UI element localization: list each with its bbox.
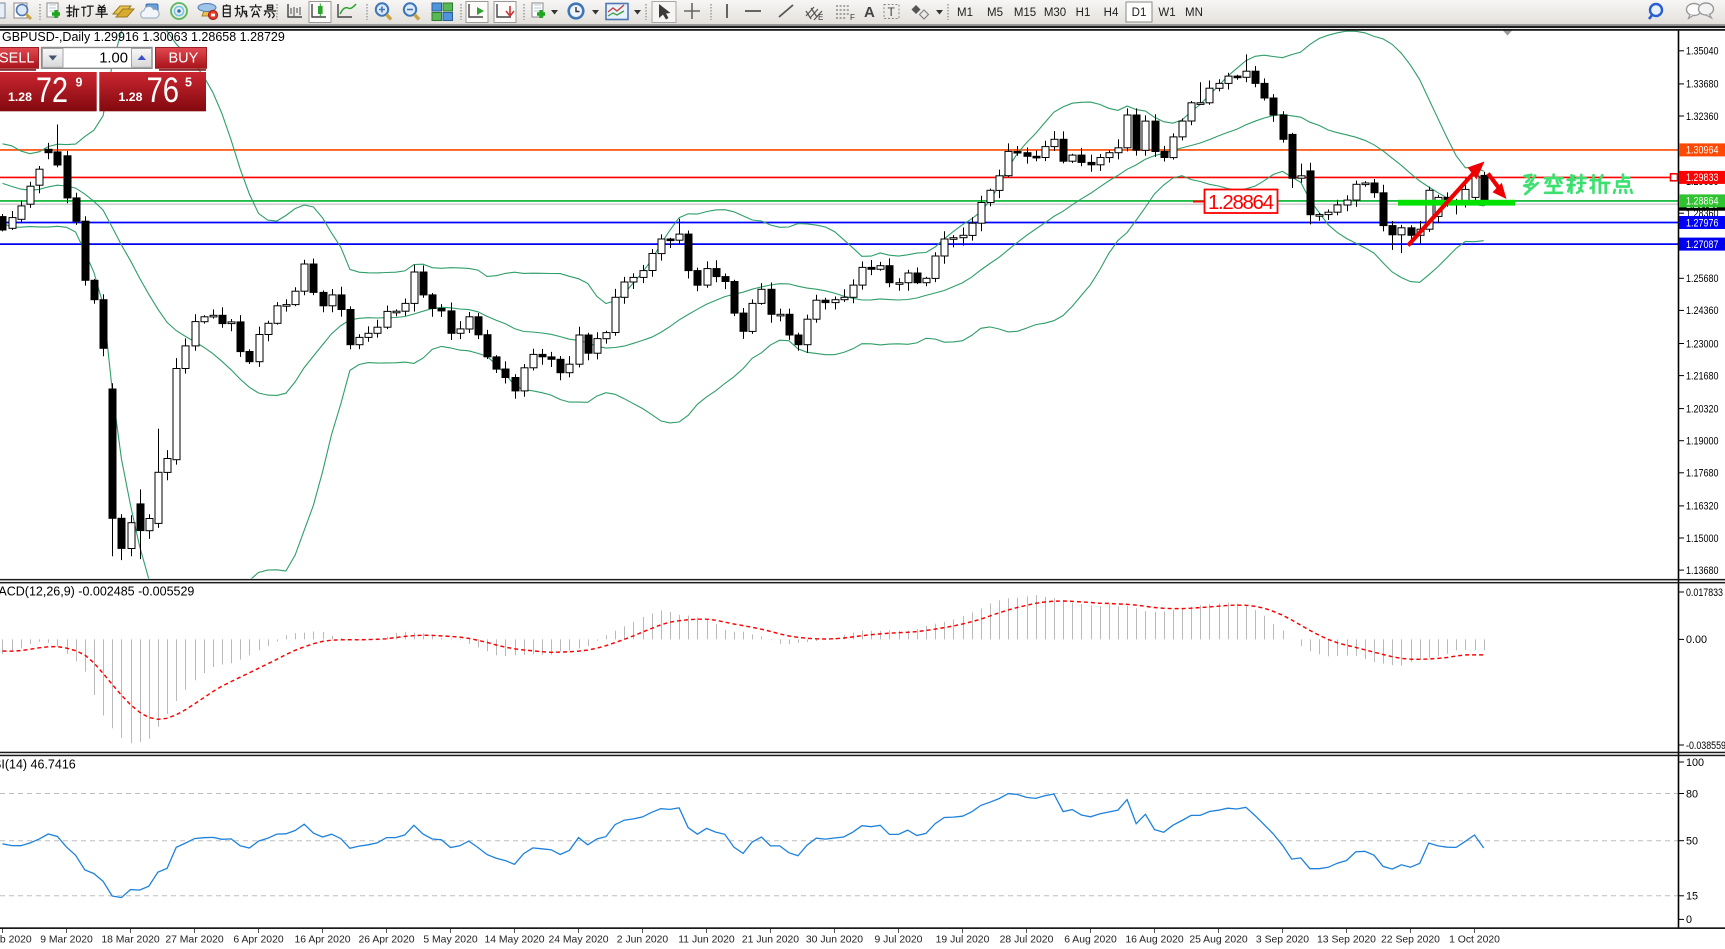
- svg-text:1.13680: 1.13680: [1686, 565, 1719, 577]
- svg-text:13 Sep 2020: 13 Sep 2020: [1317, 935, 1376, 946]
- svg-text:1.21680: 1.21680: [1686, 370, 1719, 382]
- svg-text:30 Jun 2020: 30 Jun 2020: [806, 935, 863, 946]
- svg-text:T: T: [888, 5, 896, 19]
- svg-text:H4: H4: [1104, 7, 1119, 19]
- svg-text:MACD(12,26,9) -0.002485 -0.005: MACD(12,26,9) -0.002485 -0.005529: [0, 585, 194, 599]
- svg-text:1.35040: 1.35040: [1686, 46, 1719, 58]
- svg-text:5 May 2020: 5 May 2020: [423, 935, 478, 946]
- svg-text:1.27976: 1.27976: [1686, 217, 1719, 229]
- svg-text:M30: M30: [1044, 7, 1066, 19]
- svg-text:1.25680: 1.25680: [1686, 273, 1719, 285]
- svg-text:80: 80: [1686, 788, 1698, 800]
- svg-text:24 May 2020: 24 May 2020: [548, 935, 608, 946]
- svg-text:72: 72: [36, 71, 68, 110]
- svg-text:9 Jul 2020: 9 Jul 2020: [875, 935, 923, 946]
- svg-text:2 Jun 2020: 2 Jun 2020: [617, 935, 669, 946]
- svg-text:26 Apr 2020: 26 Apr 2020: [358, 935, 414, 946]
- svg-text:GBPUSD-,Daily 1.29916 1.30063: GBPUSD-,Daily 1.29916 1.30063 1.28658 1.…: [2, 30, 285, 44]
- svg-text:1.20320: 1.20320: [1686, 403, 1719, 415]
- svg-text:9 Mar 2020: 9 Mar 2020: [40, 935, 93, 946]
- svg-text:50: 50: [1686, 836, 1698, 848]
- svg-text:SELL: SELL: [0, 50, 34, 66]
- svg-text:MN: MN: [1185, 7, 1203, 19]
- svg-text:H1: H1: [1076, 7, 1091, 19]
- svg-text:1.28: 1.28: [8, 90, 32, 104]
- svg-text:1.32360: 1.32360: [1686, 111, 1719, 123]
- svg-text:27 Feb 2020: 27 Feb 2020: [0, 935, 32, 946]
- svg-text:19 Jul 2020: 19 Jul 2020: [936, 935, 990, 946]
- svg-text:RSI(14) 46.7416: RSI(14) 46.7416: [0, 758, 76, 772]
- svg-text:1.24360: 1.24360: [1686, 305, 1719, 317]
- svg-text:18 Mar 2020: 18 Mar 2020: [101, 935, 160, 946]
- svg-text:E: E: [818, 13, 823, 22]
- svg-text:1.00: 1.00: [99, 51, 128, 67]
- svg-text:3 Sep 2020: 3 Sep 2020: [1256, 935, 1309, 946]
- svg-text:A: A: [864, 4, 875, 21]
- svg-text:15: 15: [1686, 891, 1698, 903]
- svg-text:1.17680: 1.17680: [1686, 468, 1719, 480]
- svg-text:D1: D1: [1132, 7, 1147, 19]
- svg-text:5: 5: [185, 76, 192, 90]
- svg-text:14 May 2020: 14 May 2020: [484, 935, 544, 946]
- svg-text:11 Jun 2020: 11 Jun 2020: [678, 935, 735, 946]
- svg-text:1.16320: 1.16320: [1686, 501, 1719, 513]
- svg-text:0.00: 0.00: [1686, 634, 1707, 646]
- svg-text:1.28864: 1.28864: [1686, 196, 1719, 208]
- svg-text:M15: M15: [1014, 7, 1036, 19]
- svg-text:M1: M1: [957, 7, 973, 19]
- svg-text:22 Sep 2020: 22 Sep 2020: [1381, 935, 1440, 946]
- svg-text:1.28: 1.28: [119, 90, 143, 104]
- svg-text:6 Aug 2020: 6 Aug 2020: [1064, 935, 1117, 946]
- svg-text:1.27087: 1.27087: [1686, 239, 1719, 251]
- svg-text:F: F: [850, 13, 855, 22]
- svg-text:28 Jul 2020: 28 Jul 2020: [1000, 935, 1054, 946]
- svg-text:1.19000: 1.19000: [1686, 436, 1719, 448]
- svg-text:1 Oct 2020: 1 Oct 2020: [1449, 935, 1500, 946]
- svg-text:76: 76: [147, 71, 180, 110]
- svg-text:6 Apr 2020: 6 Apr 2020: [233, 935, 283, 946]
- svg-text:1.29833: 1.29833: [1686, 172, 1719, 184]
- svg-text:9: 9: [76, 76, 83, 90]
- svg-text:0.017833: 0.017833: [1686, 587, 1723, 599]
- svg-text:100: 100: [1686, 757, 1704, 769]
- svg-text:1.23000: 1.23000: [1686, 338, 1719, 350]
- svg-text:21 Jun 2020: 21 Jun 2020: [742, 935, 799, 946]
- svg-text:1.33680: 1.33680: [1686, 79, 1719, 91]
- svg-text:-0.038559: -0.038559: [1686, 740, 1725, 752]
- svg-text:W1: W1: [1158, 7, 1175, 19]
- svg-text:16 Aug 2020: 16 Aug 2020: [1125, 935, 1184, 946]
- svg-text:25 Aug 2020: 25 Aug 2020: [1189, 935, 1248, 946]
- svg-text:0: 0: [1686, 914, 1692, 926]
- svg-text:16 Apr 2020: 16 Apr 2020: [294, 935, 350, 946]
- svg-text:1.28864: 1.28864: [1208, 191, 1274, 214]
- svg-text:BUY: BUY: [169, 50, 199, 66]
- svg-text:1.15000: 1.15000: [1686, 533, 1719, 545]
- svg-text:27 Mar 2020: 27 Mar 2020: [165, 935, 224, 946]
- svg-text:M5: M5: [987, 7, 1003, 19]
- svg-text:1.30964: 1.30964: [1686, 145, 1719, 157]
